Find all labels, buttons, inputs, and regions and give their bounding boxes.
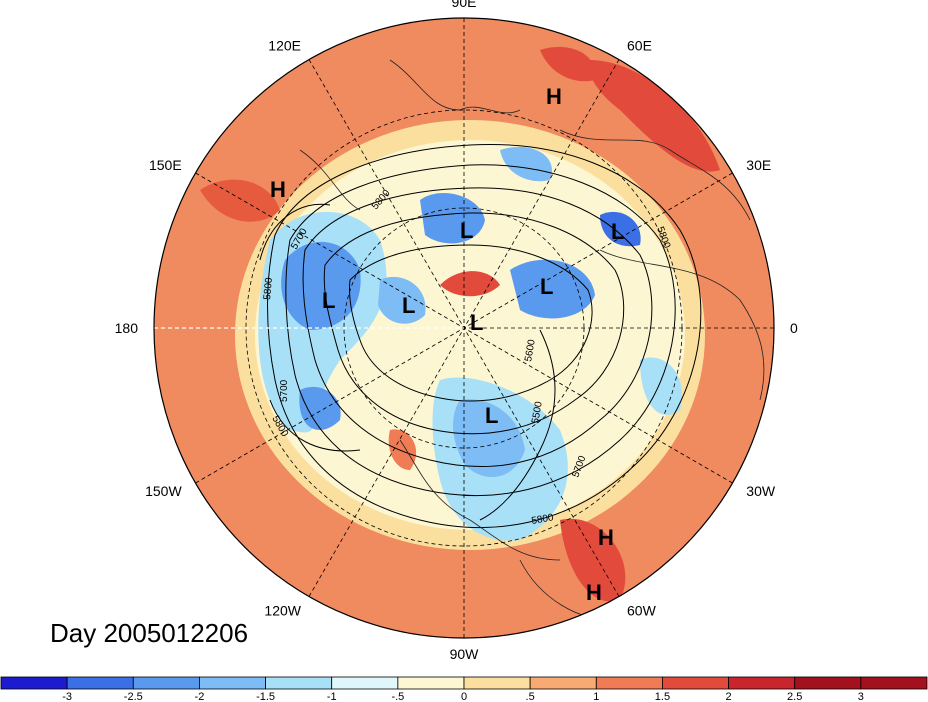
longitude-label: 30W — [746, 483, 776, 499]
colorbar-tick-label: 0 — [461, 691, 467, 702]
low-center: L — [485, 403, 498, 428]
colorbar-swatch — [132, 676, 200, 690]
colorbar-swatch — [595, 676, 663, 690]
longitude-label: 90E — [452, 0, 477, 10]
longitude-labels: 90E 60E 30E 0 30W 60W 90W 120W 150W 180 150E 120E — [115, 0, 798, 662]
colorbar-swatch — [0, 676, 68, 690]
map-boundary — [153, 17, 775, 639]
colorbar-swatch — [662, 676, 729, 690]
contour-label: 5700 — [279, 379, 290, 402]
colorbar-tick-label: 2 — [726, 691, 732, 702]
high-center: H — [598, 525, 614, 550]
longitude-label: 60E — [627, 38, 652, 54]
colorbar-tick-label: 3 — [858, 691, 864, 702]
colorbar-tick-label: 1.5 — [655, 691, 670, 702]
longitude-label: 120E — [268, 38, 301, 54]
colorbar-tick-label: -.5 — [391, 691, 404, 702]
coastlines — [299, 59, 765, 621]
low-center: L — [611, 219, 624, 244]
colorbar-swatch — [66, 676, 134, 690]
longitude-label: 0 — [790, 320, 798, 336]
high-center: H — [546, 84, 562, 109]
low-center: L — [460, 218, 473, 243]
colorbar-tick-label: -2.5 — [124, 691, 143, 702]
day-label: Day 2005012206 — [50, 618, 249, 648]
colorbar-swatch — [331, 676, 399, 690]
anomaly-map: H H L L L L L L L H H 5700 5800 5700 580… — [115, 0, 798, 662]
low-center: L — [470, 310, 483, 335]
contour-label: 5500 — [530, 400, 545, 424]
longitude-label: 150W — [145, 483, 182, 499]
colorbar-tick-label: -1 — [327, 691, 337, 702]
colorbar-swatch — [794, 676, 862, 690]
pressure-centers: H H L L L L L L L H H — [270, 84, 624, 605]
colorbar-swatch — [199, 676, 266, 690]
colorbar-tick-label: -3 — [62, 691, 72, 702]
longitude-label: 30E — [746, 157, 771, 173]
colorbar-swatch — [860, 676, 928, 690]
low-center: L — [402, 293, 415, 318]
longitude-label: 150E — [149, 157, 182, 173]
colorbar-tick-label: .5 — [526, 691, 535, 702]
colorbar-tick-label: -1.5 — [256, 691, 275, 702]
colorbar-swatch — [529, 676, 597, 690]
colorbar-swatch — [728, 676, 796, 690]
contour-label: 5800 — [262, 277, 275, 301]
shaded-field — [154, 18, 774, 638]
colorbar: -3 -2.5 -2 -1.5 -1 -.5 0 .5 1 1.5 2 2.5 3 — [0, 676, 928, 702]
colorbar-tick-label: -2 — [195, 691, 205, 702]
low-center: L — [322, 288, 335, 313]
colorbar-tick-label: 1 — [593, 691, 599, 702]
colorbar-tick-label: 2.5 — [787, 691, 802, 702]
colorbar-swatch — [463, 676, 531, 690]
colorbar-swatch — [397, 676, 465, 690]
contour-label: 5800 — [531, 512, 555, 527]
contour-label: 5600 — [523, 338, 538, 362]
height-contours — [259, 143, 702, 528]
low-center: L — [540, 274, 553, 299]
colorbar-swatch — [265, 676, 333, 690]
longitude-label: 90W — [450, 646, 480, 662]
high-center: H — [270, 177, 286, 202]
longitude-label: 180 — [115, 320, 139, 336]
longitude-label: 60W — [627, 602, 657, 618]
longitude-label: 120W — [264, 602, 301, 618]
high-center: H — [586, 580, 602, 605]
